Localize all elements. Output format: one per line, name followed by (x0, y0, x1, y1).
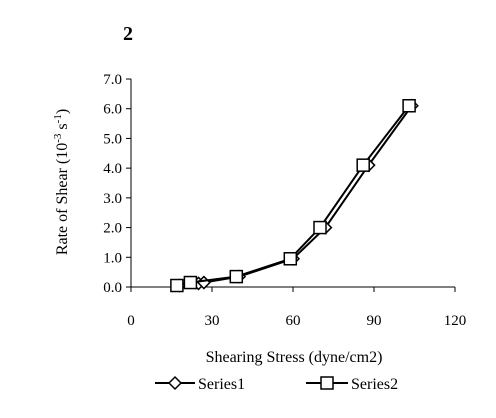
data-point (356, 158, 370, 172)
data-point (229, 269, 244, 284)
x-tick-label: 0 (127, 313, 135, 329)
series-2 (170, 98, 416, 293)
data-point (313, 220, 327, 235)
legend-label: Series2 (351, 376, 398, 393)
legend-item: Series1 (155, 375, 245, 393)
y-tick-label: 5.0 (103, 131, 122, 147)
legend-marker (167, 375, 183, 391)
y-tick-label: 4.0 (103, 161, 122, 177)
y-tick-label: 0.0 (103, 280, 122, 296)
chart-title: 2 (123, 23, 133, 45)
legend-label: Series1 (198, 376, 245, 393)
x-axis-label: Shearing Stress (dyne/cm2) (206, 349, 383, 366)
legend-marker (320, 376, 334, 390)
y-tick-label: 1.0 (103, 250, 122, 266)
y-tick-label: 3.0 (103, 191, 122, 207)
data-point (183, 275, 198, 290)
legend: Series1 Series2 (155, 375, 398, 393)
legend-item: Series2 (306, 376, 398, 393)
x-tick-label: 60 (286, 313, 301, 329)
x-tick-label: 120 (444, 313, 467, 329)
data-point (170, 278, 184, 293)
y-axis-label: Rate of Shear (10-3 s-1) (52, 109, 71, 255)
x-tick-label: 90 (367, 313, 382, 329)
y-tick-label: 7.0 (103, 72, 122, 88)
data-point (283, 252, 298, 266)
x-tick-label: 30 (205, 313, 220, 329)
data-point (402, 98, 416, 113)
y-tick-label: 2.0 (103, 221, 122, 237)
plot-area: 0.0 1.0 2.0 3.0 4.0 5.0 6.0 7.0 0 30 60 90 120 (103, 72, 466, 329)
y-tick-label: 6.0 (103, 102, 122, 118)
